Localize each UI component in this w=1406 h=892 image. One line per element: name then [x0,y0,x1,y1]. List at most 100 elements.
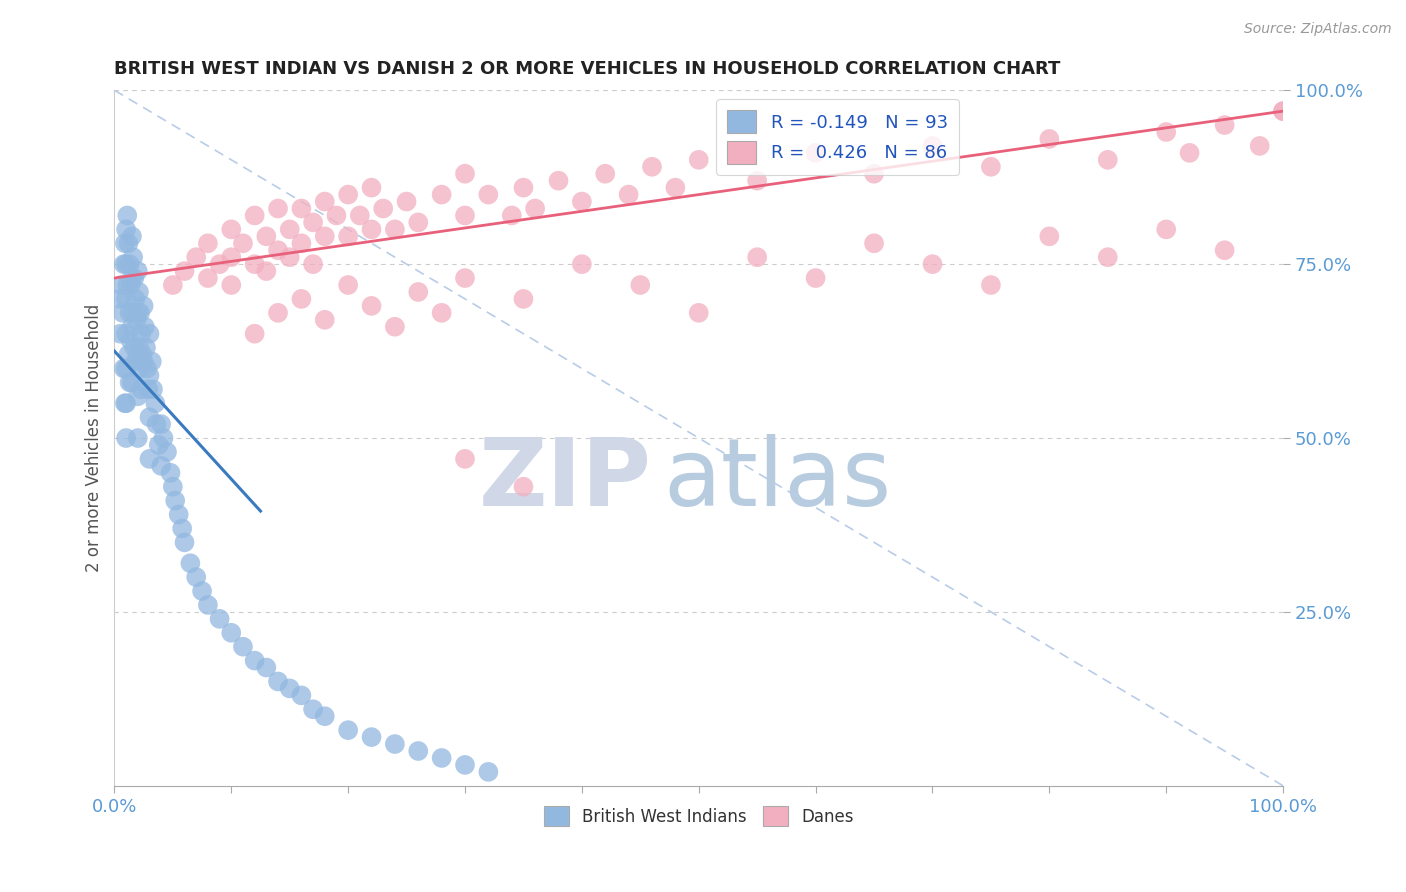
Point [162,480,184,494]
Point [243,654,266,668]
Point [267,306,290,320]
Point [547,174,569,188]
Point [141,354,163,368]
Point [804,145,827,160]
Point [243,326,266,341]
Point [302,215,325,229]
Point [1249,139,1271,153]
Point [430,187,453,202]
Point [267,202,290,216]
Point [406,285,429,299]
Point [1038,132,1060,146]
Point [278,222,301,236]
Point [112,361,135,376]
Point [290,689,312,703]
Point [121,229,143,244]
Point [232,236,254,251]
Point [186,250,208,264]
Point [124,292,146,306]
Point [314,709,336,723]
Point [628,278,651,293]
Point [524,202,547,216]
Point [747,250,769,264]
Point [150,417,173,431]
Point [278,250,301,264]
Point [664,180,686,194]
Point [115,361,138,376]
Point [115,292,138,306]
Point [337,723,360,738]
Point [921,257,943,271]
Point [118,376,141,390]
Point [219,278,242,293]
Point [121,319,143,334]
Point [120,334,142,348]
Point [863,236,886,251]
Point [254,660,277,674]
Point [1154,222,1177,236]
Point [290,292,312,306]
Point [186,570,208,584]
Point [127,347,149,361]
Point [156,445,179,459]
Point [571,257,593,271]
Point [512,180,534,194]
Point [121,271,143,285]
Point [219,625,242,640]
Point [208,257,231,271]
Point [148,438,170,452]
Text: ZIP: ZIP [479,434,652,525]
Point [115,431,138,445]
Point [747,174,769,188]
Point [138,410,160,425]
Point [1213,244,1236,258]
Point [136,361,159,376]
Point [863,167,886,181]
Point [145,417,167,431]
Point [278,681,301,696]
Point [197,271,219,285]
Point [165,493,187,508]
Point [115,396,138,410]
Point [115,257,138,271]
Point [132,299,155,313]
Point [349,209,371,223]
Point [135,341,157,355]
Point [571,194,593,209]
Point [115,222,138,236]
Point [512,480,534,494]
Point [142,382,165,396]
Point [454,167,477,181]
Point [125,313,148,327]
Point [337,229,360,244]
Point [254,264,277,278]
Point [243,257,266,271]
Point [124,341,146,355]
Point [512,292,534,306]
Point [1272,104,1295,119]
Point [1272,104,1295,119]
Point [127,306,149,320]
Text: BRITISH WEST INDIAN VS DANISH 2 OR MORE VEHICLES IN HOUSEHOLD CORRELATION CHART: BRITISH WEST INDIAN VS DANISH 2 OR MORE … [114,60,1060,78]
Point [1097,153,1119,167]
Point [122,250,145,264]
Point [302,257,325,271]
Point [314,194,336,209]
Point [302,702,325,716]
Point [162,278,184,293]
Point [129,382,152,396]
Point [501,209,523,223]
Point [208,612,231,626]
Point [1154,125,1177,139]
Point [110,292,132,306]
Point [980,160,1002,174]
Point [129,326,152,341]
Point [406,215,429,229]
Point [232,640,254,654]
Point [1213,118,1236,132]
Point [173,535,195,549]
Point [128,285,150,299]
Point [112,257,135,271]
Point [290,202,312,216]
Point [430,306,453,320]
